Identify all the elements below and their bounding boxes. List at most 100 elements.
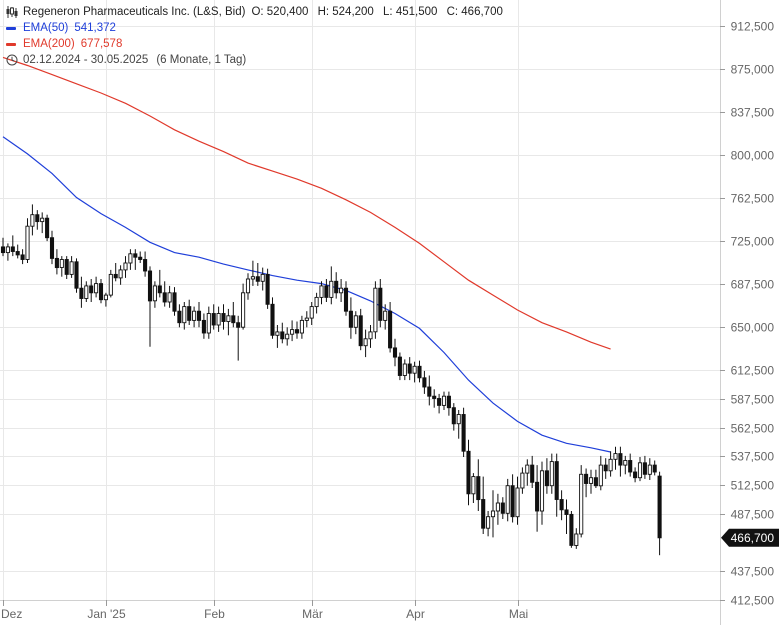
candle	[402, 359, 407, 381]
candle	[108, 269, 113, 298]
candle	[157, 269, 162, 298]
candle-body-down	[0, 246, 6, 254]
candle	[637, 457, 643, 482]
candle-body-down	[392, 347, 398, 358]
candle	[471, 473, 476, 503]
candle	[64, 256, 69, 279]
candle	[0, 237, 6, 257]
candle-body-down	[74, 261, 79, 289]
candle-body-down	[79, 287, 84, 299]
candle-body-down	[407, 363, 412, 374]
candle	[241, 283, 246, 330]
candle	[505, 478, 510, 522]
candle-body-up	[613, 453, 618, 460]
legend-ema50-row[interactable]: EMA(50) 541,372	[6, 20, 509, 36]
candle-body-down	[618, 453, 623, 466]
candle	[69, 256, 74, 278]
candle-body-down	[476, 476, 481, 501]
candle	[79, 276, 84, 308]
open-value: O: 520,400	[251, 6, 309, 18]
candle-body-up	[637, 462, 643, 479]
candle-body-down	[334, 280, 339, 294]
candle-body-up	[539, 470, 545, 512]
candle-body-down	[437, 398, 442, 406]
candle	[579, 465, 584, 538]
candle	[216, 306, 221, 332]
candle-body-down	[510, 485, 515, 518]
candle	[250, 260, 255, 286]
candle-body-up	[40, 217, 45, 223]
x-tick-label: Jan '25	[87, 607, 126, 621]
candle-body-up	[275, 331, 280, 336]
candle-body-up	[123, 262, 128, 271]
candle	[290, 320, 295, 342]
candle-body-down	[633, 471, 638, 479]
candle	[412, 361, 417, 383]
candle-body-up	[574, 533, 579, 546]
candle	[642, 455, 647, 479]
candle	[133, 249, 138, 270]
close-value: C: 466,700	[446, 6, 503, 18]
candle	[113, 263, 118, 282]
candle-body-up	[84, 285, 89, 299]
y-tick-label: 412,500	[731, 594, 775, 608]
candle-body-down	[564, 509, 569, 515]
candle-body-down	[147, 270, 153, 302]
y-axis: 412,500 437,500 487,500 512,500 537,500 562,5…	[720, 0, 774, 625]
candle	[10, 235, 15, 257]
candle-body-down	[172, 292, 177, 312]
candle	[152, 281, 157, 308]
legend-range-row: 02.12.2024 - 30.05.2025 (6 Monate, 1 Tag…	[6, 52, 509, 68]
candle-body-down	[196, 310, 202, 321]
y-tick-label: 512,500	[731, 479, 775, 493]
ema50-value: 541,372	[74, 22, 116, 34]
last-price-label: 466,700	[731, 531, 775, 545]
candle-body-down	[500, 502, 505, 514]
candle	[270, 297, 275, 339]
candle-body-down	[143, 259, 148, 272]
candle-body-up	[94, 283, 99, 294]
candle-body-down	[432, 395, 437, 399]
candle	[358, 308, 363, 351]
candle	[495, 493, 500, 525]
candle-body-down	[20, 254, 25, 260]
high-value: H: 524,200	[317, 6, 374, 18]
candle-body-up	[520, 472, 525, 489]
candle-body-up	[152, 285, 157, 302]
candle	[451, 403, 456, 431]
candle-body-down	[10, 246, 15, 252]
candle-body-up	[363, 338, 368, 347]
y-tick-label: 837,500	[731, 106, 775, 120]
ema200-swatch	[6, 42, 16, 46]
ema200-label: EMA(200)	[23, 38, 75, 50]
candle	[378, 279, 383, 328]
candle-body-up	[108, 273, 113, 296]
candle-body-up	[314, 296, 319, 308]
x-axis: Dez Jan '25 Feb Mär Apr Mai	[0, 600, 720, 621]
candle	[388, 302, 393, 353]
candle	[392, 338, 398, 367]
candle-body-up	[515, 487, 520, 518]
candle-body-up	[118, 269, 123, 279]
candle	[427, 375, 432, 406]
candle-body-up	[182, 306, 187, 324]
x-tick-label: Dez	[1, 607, 22, 621]
ema50-series	[2, 136, 611, 453]
candle-body-up	[329, 280, 334, 298]
candle	[59, 256, 64, 277]
candle-body-down	[603, 464, 608, 472]
candle-body-down	[461, 414, 466, 452]
candle-body-down	[417, 365, 422, 379]
candle	[530, 455, 535, 488]
candle-body-down	[49, 237, 55, 259]
candle	[481, 476, 486, 534]
candle-body-up	[456, 414, 461, 425]
candle	[422, 370, 427, 394]
candle-body-down	[35, 214, 40, 223]
candle-body-down	[628, 460, 633, 473]
legend-ema200-row[interactable]: EMA(200) 677,578	[6, 36, 509, 52]
candle-body-up	[167, 292, 172, 303]
candle-body-down	[422, 377, 427, 388]
candle-body-up	[623, 460, 628, 466]
